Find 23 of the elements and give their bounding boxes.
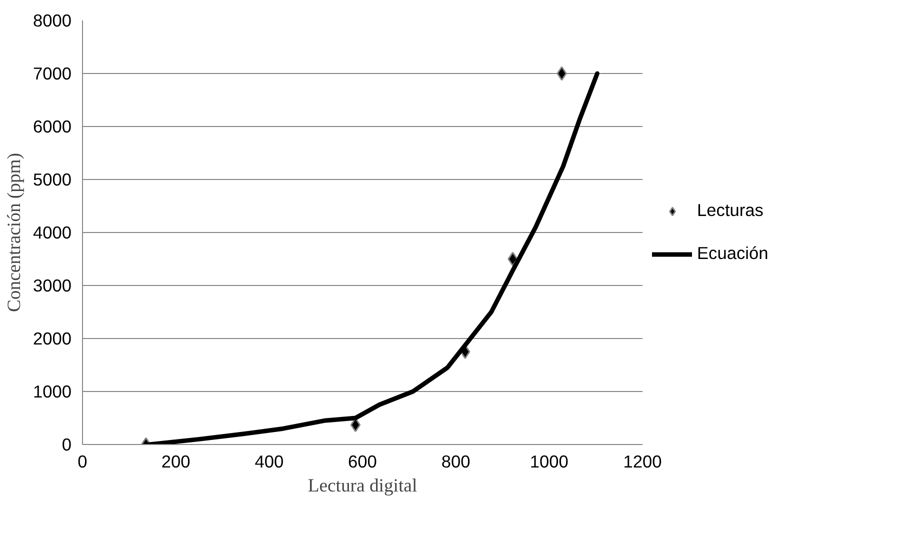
y-tick-label: 5000 <box>32 170 72 190</box>
y-tick-label: 7000 <box>32 64 72 84</box>
legend-label: Ecuación <box>697 243 768 264</box>
x-tick-label: 0 <box>78 452 88 472</box>
y-tick-label: 4000 <box>32 222 72 242</box>
y-tick-label: 1000 <box>32 382 72 402</box>
x-tick-label: 200 <box>161 452 190 472</box>
x-tick-label: 400 <box>254 452 284 472</box>
point <box>556 66 567 81</box>
x-tick-label: 600 <box>348 452 377 472</box>
x-axis-title: Lectura digital <box>308 476 418 496</box>
y-tick-label: 0 <box>62 434 72 454</box>
y-axis-title: Concentración (ppm) <box>4 152 25 312</box>
x-tick-label: 800 <box>441 452 470 472</box>
x-tick-label: 1000 <box>530 452 568 472</box>
y-tick-label: 2000 <box>32 328 72 348</box>
legend-label: Lecturas <box>697 200 764 221</box>
y-tick-label: 8000 <box>32 10 72 30</box>
point <box>508 252 518 266</box>
point <box>350 418 361 432</box>
x-tick-label: 1200 <box>623 452 662 472</box>
y-tick-label: 3000 <box>32 276 72 296</box>
y-tick-label: 6000 <box>32 116 72 136</box>
